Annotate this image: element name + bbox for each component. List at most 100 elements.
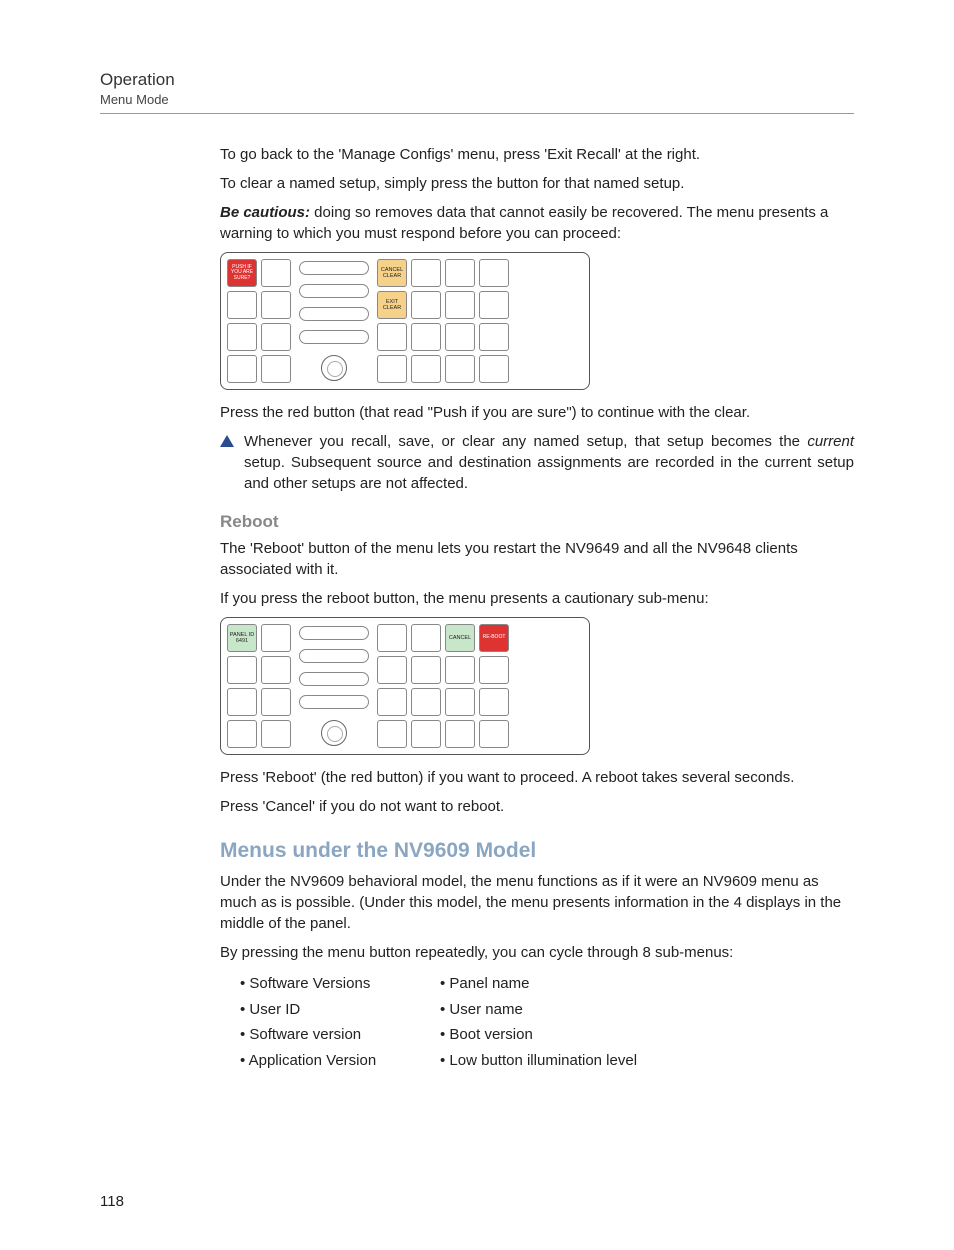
panel-diagram-clear: PUSH IF YOU ARE SURE? CANCEL CLEAR EXIT … [220, 252, 590, 390]
body-text: The 'Reboot' button of the menu lets you… [220, 538, 854, 580]
panel-button [411, 720, 441, 748]
submenu-item: Low button illumination level [440, 1048, 637, 1074]
panel-id-value: 6491 [236, 638, 248, 644]
panel-button [377, 624, 407, 652]
panel-button [445, 688, 475, 716]
panel-button [445, 355, 475, 383]
panel-button [445, 656, 475, 684]
submenu-list: Software Versions Panel name User ID Use… [220, 971, 854, 1073]
panel-button [479, 720, 509, 748]
panel-button [445, 291, 475, 319]
exit-clear-button: EXIT CLEAR [377, 291, 407, 319]
panel-button [227, 656, 257, 684]
panel-button [411, 355, 441, 383]
submenu-item: Software Versions [240, 971, 440, 997]
knob-icon [321, 720, 347, 746]
panel-button [411, 656, 441, 684]
left-button-group: PANEL ID6491 [227, 624, 291, 748]
cancel-button: CANCEL [445, 624, 475, 652]
display-strip [299, 649, 369, 663]
panel-button [445, 259, 475, 287]
panel-button [227, 323, 257, 351]
cancel-clear-button: CANCEL CLEAR [377, 259, 407, 287]
panel-button [479, 688, 509, 716]
knob-icon [321, 355, 347, 381]
panel-button [227, 291, 257, 319]
right-button-group: CANCEL CLEAR EXIT CLEAR [377, 259, 509, 383]
submenu-item: Software version [240, 1022, 440, 1048]
caution-label: Be cautious: [220, 204, 310, 221]
left-button-group: PUSH IF YOU ARE SURE? [227, 259, 291, 383]
panel-button [227, 688, 257, 716]
page-number: 118 [100, 1193, 854, 1210]
header-section: Operation [100, 70, 854, 90]
center-display-column [297, 624, 371, 748]
submenu-item: Panel name [440, 971, 640, 997]
panel-diagram-reboot: PANEL ID6491 CANCEL RE-BOOT [220, 617, 590, 755]
submenu-item: Application Version [240, 1048, 440, 1074]
panel-button [377, 688, 407, 716]
panel-button [261, 656, 291, 684]
display-strip [299, 261, 369, 275]
note-text-segment: Whenever you recall, save, or clear any … [244, 433, 807, 450]
panel-button [479, 355, 509, 383]
body-text: To clear a named setup, simply press the… [220, 173, 854, 194]
panel-button [411, 624, 441, 652]
note-text-segment: setup. Subsequent source and destination… [244, 454, 854, 492]
display-strip [299, 330, 369, 344]
triangle-icon [220, 435, 234, 447]
body-text: Under the NV9609 behavioral model, the m… [220, 871, 854, 934]
caution-text: doing so removes data that cannot easily… [220, 204, 828, 242]
display-strip [299, 672, 369, 686]
body-text: By pressing the menu button repeatedly, … [220, 942, 854, 963]
panel-button [261, 323, 291, 351]
panel-button [445, 323, 475, 351]
reboot-button: RE-BOOT [479, 624, 509, 652]
panel-button [377, 720, 407, 748]
note-block: Whenever you recall, save, or clear any … [220, 431, 854, 494]
panel-button [479, 259, 509, 287]
header-rule [100, 113, 854, 114]
display-strip [299, 284, 369, 298]
submenu-item: User ID [240, 997, 440, 1023]
panel-button [261, 624, 291, 652]
note-text: Whenever you recall, save, or clear any … [244, 431, 854, 494]
push-if-sure-button: PUSH IF YOU ARE SURE? [227, 259, 257, 287]
panel-button [261, 355, 291, 383]
panel-id-button: PANEL ID6491 [227, 624, 257, 652]
panel-button [479, 656, 509, 684]
submenu-item: Boot version [440, 1022, 640, 1048]
display-strip [299, 626, 369, 640]
panel-button [227, 720, 257, 748]
panel-button [377, 656, 407, 684]
panel-button [411, 323, 441, 351]
display-strip [299, 695, 369, 709]
panel-button [445, 720, 475, 748]
body-text: If you press the reboot button, the menu… [220, 588, 854, 609]
panel-button [479, 291, 509, 319]
submenu-item: User name [440, 997, 640, 1023]
reboot-heading: Reboot [220, 512, 854, 532]
panel-button [479, 323, 509, 351]
panel-button [227, 355, 257, 383]
panel-button [411, 259, 441, 287]
header-subsection: Menu Mode [100, 92, 854, 107]
menus-heading: Menus under the NV9609 Model [220, 839, 854, 863]
body-text: To go back to the 'Manage Configs' menu,… [220, 144, 854, 165]
panel-button [411, 291, 441, 319]
center-display-column [297, 259, 371, 383]
panel-button [261, 291, 291, 319]
panel-button [261, 688, 291, 716]
panel-button [261, 259, 291, 287]
display-strip [299, 307, 369, 321]
note-current-word: current [807, 433, 854, 450]
body-text: Be cautious: doing so removes data that … [220, 202, 854, 244]
panel-button [377, 323, 407, 351]
body-text: Press 'Cancel' if you do not want to reb… [220, 796, 854, 817]
panel-button [377, 355, 407, 383]
body-text: Press 'Reboot' (the red button) if you w… [220, 767, 854, 788]
body-text: Press the red button (that read "Push if… [220, 402, 854, 423]
right-button-group: CANCEL RE-BOOT [377, 624, 509, 748]
panel-button [261, 720, 291, 748]
panel-button [411, 688, 441, 716]
